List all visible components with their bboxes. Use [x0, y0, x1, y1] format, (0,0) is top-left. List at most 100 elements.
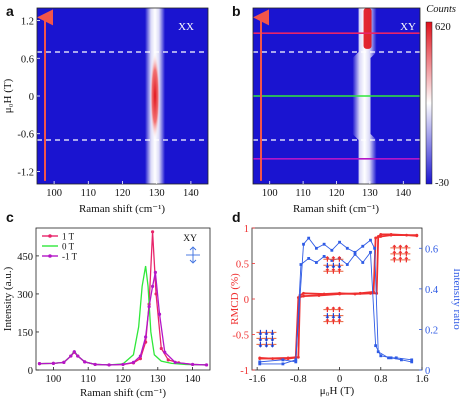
- legend-marker: [48, 254, 52, 258]
- spin-config-partial-lower: [323, 306, 344, 325]
- x-tick-label: 120: [115, 188, 131, 199]
- spin-arrowhead: [398, 244, 403, 248]
- spin-arrowhead: [337, 268, 342, 271]
- series-point: [150, 230, 155, 234]
- spin-config-partial-upper: [323, 256, 344, 274]
- series-point: [144, 335, 148, 339]
- heatmap-xx-intense-region: [149, 52, 160, 140]
- spin-arrowhead: [398, 250, 403, 254]
- spin-arrowhead: [325, 265, 330, 269]
- series-point: [258, 362, 262, 366]
- x-tick-label: 100: [46, 374, 62, 385]
- series-point: [166, 358, 170, 362]
- series-point: [121, 362, 125, 367]
- series-point: [369, 238, 372, 242]
- hysteresis-series: [258, 232, 419, 366]
- right-tick-label: 0.4: [425, 285, 439, 296]
- panel-label-a: a: [6, 3, 14, 19]
- y-tick-label: -1.2: [17, 167, 34, 178]
- series-point: [379, 232, 383, 236]
- series-point: [147, 305, 151, 309]
- spin-arrowhead: [392, 256, 397, 260]
- series-point: [302, 294, 305, 298]
- series-line-3: [259, 251, 412, 363]
- series-point: [302, 291, 305, 295]
- spin-arrowhead: [264, 333, 269, 336]
- y-tick-label: 150: [17, 328, 33, 339]
- spin-arrowhead: [404, 256, 409, 260]
- x-tick-label: 1.6: [415, 374, 428, 385]
- right-tick-label: 0.2: [425, 325, 438, 336]
- series-point: [307, 236, 311, 240]
- series-point: [317, 294, 321, 297]
- x-tick-label: 100: [262, 188, 278, 199]
- spin-arrowhead: [331, 316, 336, 319]
- x-tick-label: 120: [329, 188, 345, 199]
- series-point: [322, 242, 326, 246]
- spectra-y-ticks: 0 150 300 450: [17, 252, 39, 377]
- legend-label: 0 T: [62, 242, 75, 252]
- spin-arrowhead: [325, 316, 330, 319]
- hysteresis-panel: -1.6 -0.8 0 0.8 1.6 1 0.5 0 -0.5 -1 0.6 0.4 0.2 0 μ…: [229, 224, 460, 397]
- spectra-panel: 100 110 120 130 140 0 150 300 450 1 T0 T-1 T XY…: [2, 227, 211, 399]
- x-tick-label: 140: [185, 374, 201, 385]
- spin-arrowhead: [337, 256, 342, 259]
- series-point: [138, 354, 142, 358]
- heatmap-xy-intense-region: [363, 8, 372, 49]
- spin-configuration-icons: [256, 244, 411, 348]
- spin-arrowhead: [264, 345, 269, 348]
- spectra-legend: 1 T0 T-1 T: [42, 232, 78, 262]
- spin-arrowhead: [331, 256, 336, 259]
- x-tick-label: 100: [46, 188, 62, 199]
- heatmap-xx-background: [37, 8, 208, 184]
- series-point: [51, 361, 56, 366]
- heatmap-xx-x-ticks: 100 110 120 130 140: [46, 181, 199, 199]
- series-point: [191, 362, 195, 367]
- series-point: [338, 240, 341, 244]
- heatmap-xx-annotation: XX: [178, 21, 194, 33]
- heatmap-xx-y-ticks: 1.2 0.6 0 -0.6 -1.2: [17, 17, 40, 178]
- x-tick-label: 110: [81, 374, 96, 385]
- intensity-ratio-axis-label: Intensity ratio: [451, 268, 460, 330]
- hysteresis-x-ticks: -1.6 -0.8 0 0.8 1.6: [249, 367, 429, 385]
- spin-arrowhead: [325, 268, 330, 271]
- hysteresis-right-ticks: 0.6 0.4 0.2 0: [419, 244, 439, 377]
- series-point: [322, 255, 326, 258]
- spectra-x-ticks: 100 110 120 130 140: [46, 367, 201, 385]
- series-point: [375, 291, 379, 295]
- y-tick-label: 0: [29, 92, 34, 103]
- y-tick-label: 0: [28, 366, 33, 377]
- series-point: [69, 354, 73, 358]
- y-tick-label: 1.2: [21, 17, 34, 28]
- spin-arrowhead: [258, 345, 263, 348]
- series-point: [258, 357, 262, 361]
- series-point: [157, 312, 162, 316]
- series-point: [314, 246, 318, 250]
- polarization-icon: [186, 246, 200, 264]
- series-point: [374, 236, 378, 240]
- series-point: [376, 350, 380, 354]
- series-point: [374, 344, 378, 348]
- x-tick-label: -1.6: [249, 374, 266, 385]
- hysteresis-left-ticks: 1 0.5 0 -0.5 -1: [232, 224, 255, 377]
- colorbar-max-label: 620: [435, 22, 451, 33]
- spin-arrowhead: [392, 250, 397, 254]
- spin-arrowhead: [264, 339, 269, 342]
- spin-config-all-up: [390, 244, 411, 263]
- series-point: [389, 356, 393, 360]
- right-tick-label: 0.6: [425, 244, 438, 255]
- legend-label: 1 T: [62, 232, 75, 242]
- x-tick-label: 140: [395, 188, 411, 199]
- series-point: [353, 250, 357, 254]
- series-point: [379, 354, 383, 358]
- right-tick-label: 0: [425, 366, 430, 377]
- series-point: [415, 233, 419, 237]
- series-point: [302, 242, 305, 246]
- spin-arrowhead: [325, 256, 330, 259]
- legend-marker: [48, 234, 52, 238]
- series-point: [76, 354, 80, 358]
- y-tick-label: 450: [17, 252, 33, 263]
- series-point: [314, 261, 318, 264]
- x-tick-label: -0.8: [290, 374, 307, 385]
- series-point: [353, 252, 357, 256]
